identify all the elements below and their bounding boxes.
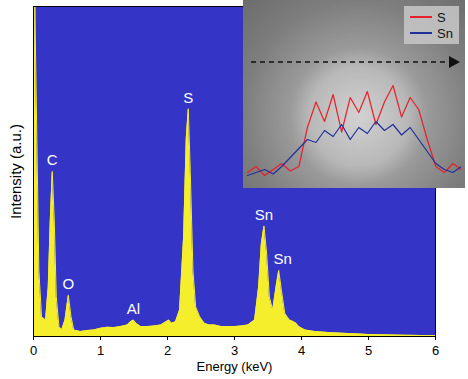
svg-text:O: O: [63, 275, 75, 292]
svg-text:3: 3: [231, 343, 238, 358]
html-text:Sn: Sn: [437, 25, 453, 41]
svg-text:C: C: [47, 151, 58, 168]
svg-text:Intensity (a.u.): Intensity (a.u.): [7, 124, 24, 219]
svg-text:2: 2: [164, 343, 171, 358]
svg-text:5: 5: [365, 343, 372, 358]
svg-text:Sn: Sn: [255, 206, 273, 223]
svg-text:Al: Al: [127, 300, 140, 317]
svg-text:Sn: Sn: [274, 250, 292, 267]
svg-text:4: 4: [298, 343, 305, 358]
svg-text:S: S: [183, 89, 193, 106]
svg-text:6: 6: [432, 343, 439, 358]
svg-text:1: 1: [97, 343, 104, 358]
svg-text:0: 0: [30, 343, 37, 358]
svg-text:Energy (keV): Energy (keV): [197, 359, 273, 374]
html-text:S: S: [437, 9, 446, 25]
